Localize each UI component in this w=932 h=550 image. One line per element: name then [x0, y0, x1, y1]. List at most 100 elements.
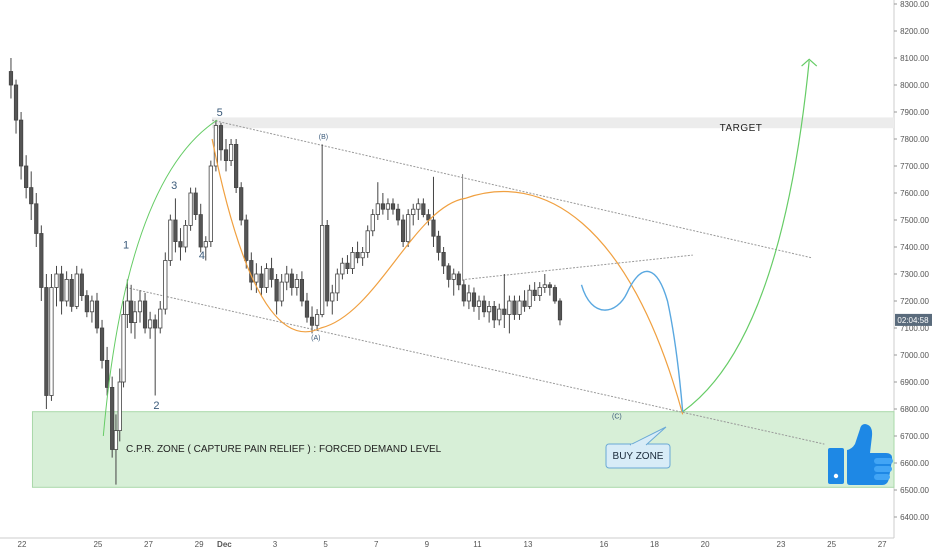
candle [395, 203, 401, 226]
candle [436, 230, 441, 261]
candle [121, 301, 126, 388]
candle-body [466, 292, 471, 302]
candle-body [309, 316, 315, 326]
candle-body [492, 305, 497, 321]
x-tick-label: 5 [323, 540, 328, 549]
candle [294, 274, 299, 296]
candle [129, 284, 134, 334]
candle-body [148, 319, 153, 329]
candle-body [89, 300, 95, 313]
candle-body [153, 319, 158, 329]
candle-body [532, 289, 537, 297]
y-tick-label: 7400.00 [900, 243, 929, 252]
candle-body [198, 214, 203, 248]
candle [512, 295, 517, 320]
candle-body [370, 214, 375, 232]
candle-body [18, 119, 24, 167]
candle-body [110, 386, 115, 450]
candle [390, 198, 396, 215]
candle-body [441, 251, 446, 267]
candle-body [411, 208, 416, 215]
y-axis-ticks: 6400.00 6500.00 6600.00 6700.00 6800.00 6900.… [894, 0, 932, 522]
price-axis[interactable] [894, 0, 932, 550]
x-axis-ticks: 22 25 27 29 Dec 3 5 7 9 11 13 16 18 20 23 25 27 [18, 540, 888, 549]
candle [99, 319, 105, 369]
y-tick-label: 6900.00 [900, 378, 929, 387]
candle [178, 228, 183, 261]
candle-body [279, 281, 284, 302]
x-tick-label: 11 [473, 540, 482, 549]
candle-body [517, 300, 522, 315]
y-tick-label: 8000.00 [900, 81, 929, 90]
candle-body [557, 300, 563, 321]
candle [44, 274, 49, 409]
y-tick-label: 6500.00 [900, 486, 929, 495]
candle [89, 295, 95, 323]
candle [254, 263, 259, 293]
candle-body [330, 292, 335, 302]
candle [74, 265, 79, 310]
wave-label: (A) [311, 335, 320, 342]
candle-body [168, 219, 173, 261]
candle [421, 198, 426, 218]
candle-body [183, 224, 188, 248]
candle-body [325, 224, 330, 302]
candle [79, 268, 84, 301]
candle-body [289, 273, 294, 288]
candle [289, 268, 294, 296]
candle [173, 198, 178, 253]
candle-body [497, 308, 502, 321]
candle-body [335, 273, 340, 294]
candle-body [471, 292, 477, 307]
y-tick-label: 7500.00 [900, 216, 929, 225]
candle [451, 268, 456, 296]
candle [249, 252, 254, 291]
candle [416, 198, 421, 220]
candle-body [375, 203, 380, 216]
candle [39, 225, 44, 301]
candle-body [401, 219, 406, 243]
candle-body [163, 260, 168, 310]
candle [532, 282, 537, 301]
candle-body [193, 192, 198, 216]
candle [188, 187, 193, 231]
candle-body [84, 295, 89, 313]
target-zone [212, 117, 895, 129]
candle [153, 314, 158, 396]
candle-body [117, 381, 122, 431]
candle [411, 203, 416, 226]
wave-label: (B) [319, 134, 328, 141]
candle-body [284, 273, 289, 283]
candle-body [94, 300, 100, 329]
candle [148, 311, 153, 339]
candle-body [158, 308, 163, 329]
candle [385, 198, 391, 220]
channel-upper-line [211, 119, 812, 259]
candle [431, 176, 436, 247]
candle-body [274, 278, 279, 302]
candle [309, 306, 315, 334]
candle [557, 298, 563, 326]
candle [193, 187, 198, 220]
wave-label: 4 [199, 250, 205, 262]
candle [279, 274, 284, 307]
candle-body [345, 262, 350, 270]
x-tick-label: 16 [599, 540, 608, 549]
candle [105, 346, 110, 396]
cpr-zone [31, 411, 895, 488]
candle [370, 209, 375, 237]
candle [284, 265, 289, 291]
candle-body [547, 284, 552, 288]
candle-body [125, 300, 130, 315]
candle-body [522, 300, 527, 307]
y-tick-label: 7800.00 [900, 135, 929, 144]
labels-layer: 1 2 3 4 5 (B) (A) (C) TARGET C.P.R. ZONE ( CAPTUR… [123, 107, 762, 469]
buy-zone-pointer [629, 426, 667, 446]
x-tick-label: 13 [524, 540, 533, 549]
candle [213, 120, 218, 172]
candle-body [416, 203, 421, 210]
candle [208, 160, 213, 247]
x-tick-label: 3 [273, 540, 278, 549]
candle-body [178, 241, 183, 248]
